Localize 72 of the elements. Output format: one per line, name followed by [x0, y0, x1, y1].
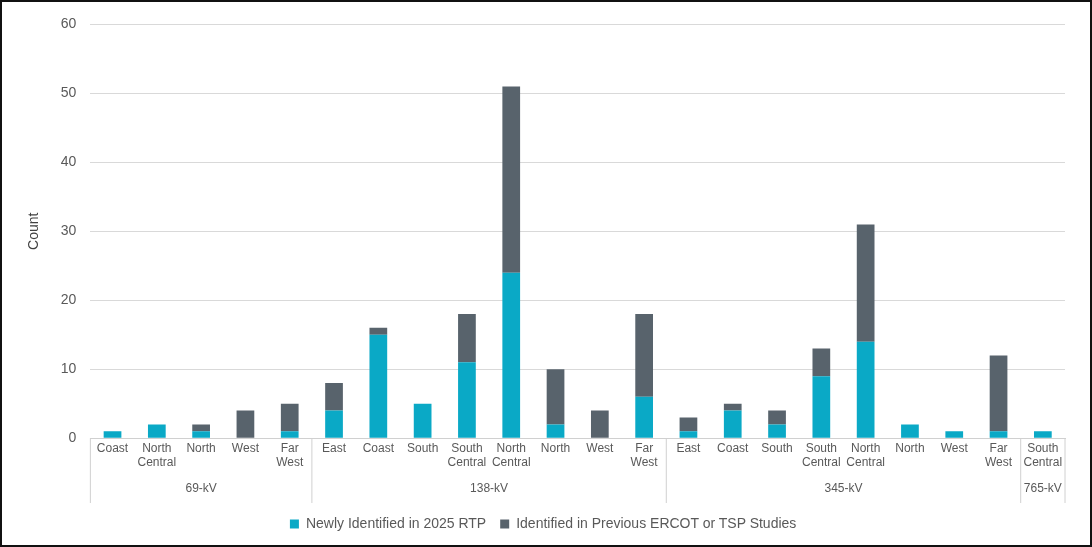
- bar: [635, 396, 653, 438]
- bar: [768, 424, 786, 438]
- bar: [546, 424, 565, 438]
- x-tick-label: North: [540, 440, 571, 455]
- legend-label: Identified in Previous ERCOT or TSP Studies: [516, 514, 797, 531]
- bar: [590, 410, 609, 438]
- legend-label: Newly Identified in 2025 RTP: [305, 514, 487, 531]
- bar: [945, 431, 964, 438]
- y-tick-label: 50: [60, 84, 77, 101]
- bar: [989, 355, 1008, 432]
- bar: [280, 431, 299, 438]
- text: 345-kV: [824, 481, 863, 496]
- x-tick-label: North Central: [846, 440, 885, 470]
- bar: [989, 431, 1008, 438]
- bar: [679, 417, 698, 432]
- bar: [812, 376, 831, 438]
- bar: [856, 224, 875, 342]
- y-tick-label: 40: [60, 153, 77, 170]
- bar: [502, 86, 521, 273]
- bar: [856, 341, 875, 438]
- x-tick-label: South Central: [802, 440, 841, 470]
- x-tick-label: North: [186, 440, 216, 455]
- bar: [192, 424, 210, 432]
- x-tick-label: South Central: [1023, 440, 1063, 470]
- bar: [901, 424, 919, 438]
- bar: [723, 403, 742, 411]
- bar: [413, 403, 432, 438]
- bar: [236, 410, 255, 438]
- bar: [502, 272, 521, 438]
- bar: [458, 314, 476, 363]
- x-tick-label: Coast: [362, 440, 395, 455]
- x-tick-label: Far West: [276, 440, 304, 470]
- bar: [1033, 431, 1052, 438]
- y-tick-label: 20: [60, 291, 77, 308]
- x-tick-label: North Central: [491, 440, 531, 470]
- y-tick-label: 60: [60, 15, 77, 32]
- bar: [192, 431, 210, 438]
- y-tick-label: 0: [68, 429, 77, 446]
- x-tick-label: South Central: [447, 440, 487, 470]
- y-tick-label: 30: [60, 222, 77, 239]
- y-tick-label: 10: [60, 360, 77, 377]
- x-tick-label: South: [761, 440, 793, 455]
- x-tick-label: West: [586, 440, 615, 455]
- bar: [768, 410, 786, 425]
- x-tick-label: South: [406, 440, 439, 455]
- text: 765-kV: [1023, 481, 1062, 496]
- bar: [103, 431, 122, 438]
- x-tick-label: Coast: [717, 440, 750, 455]
- text: 69-kV: [185, 481, 217, 496]
- bar: [147, 424, 166, 438]
- x-tick-label: Coast: [96, 440, 129, 455]
- x-tick-label: East: [322, 440, 347, 455]
- bar: [812, 348, 831, 377]
- bar: [635, 314, 653, 397]
- x-tick-label: North Central: [137, 440, 177, 470]
- bar: [546, 369, 565, 425]
- y-axis-title: Count: [25, 212, 42, 250]
- bar: [369, 334, 388, 438]
- x-tick-label: Far West: [630, 440, 659, 470]
- x-tick-label: Far West: [984, 440, 1013, 470]
- bar: [723, 410, 742, 438]
- bar: [679, 431, 698, 438]
- text: 138-kV: [470, 481, 509, 496]
- bar: [369, 327, 388, 335]
- x-tick-label: East: [676, 440, 702, 455]
- bar: [280, 403, 299, 432]
- x-tick-label: West: [231, 440, 260, 455]
- x-tick-label: North: [895, 440, 925, 455]
- bar: [325, 410, 343, 438]
- bar: [325, 383, 343, 411]
- x-tick-label: West: [940, 440, 969, 455]
- bar: [458, 362, 476, 438]
